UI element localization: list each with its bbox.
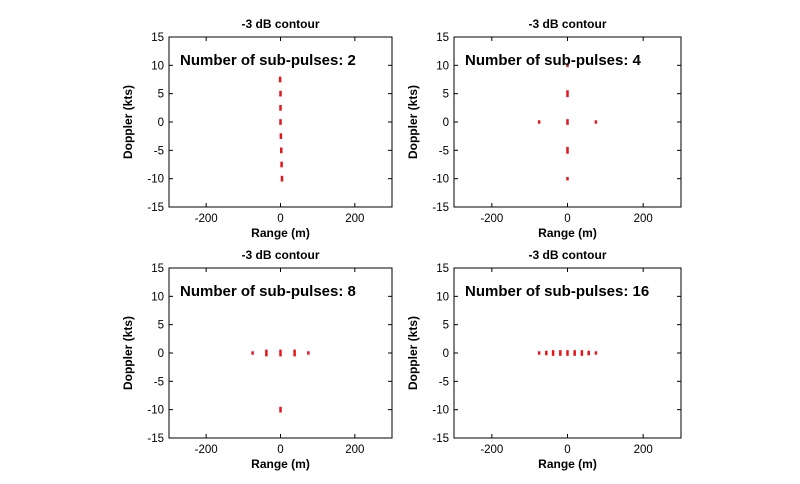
contour-mark [566, 350, 569, 356]
subpulse-annotation: Number of sub-pulses: 8 [180, 283, 356, 300]
y-axis-label: Doppler (kts) [121, 85, 135, 159]
x-tick-label: 0 [277, 213, 283, 225]
contour-mark [551, 350, 555, 356]
contour-mark [279, 349, 282, 357]
chart-title: -3 dB contour [242, 17, 320, 31]
x-tick-label: -200 [480, 213, 503, 225]
contour-mark [545, 350, 548, 356]
chart-title: -3 dB contour [529, 17, 607, 31]
subplot-4: -3 dB contour -200 0 200 -15 -10 -5 0 5 10 15 Range… [406, 248, 682, 471]
subpulse-annotation: Number of sub-pulses: 4 [465, 52, 642, 69]
contour-mark [279, 133, 283, 139]
y-tick-label: 15 [151, 32, 164, 44]
contour-mark [251, 351, 254, 355]
contour-mark [580, 350, 584, 356]
y-tick-label: 0 [158, 117, 164, 129]
contour-mark [566, 63, 569, 68]
y-tick-label: -5 [439, 145, 449, 157]
x-tick-label: 200 [345, 213, 364, 225]
x-tick-label: 0 [564, 213, 570, 225]
x-tick-label: 200 [345, 444, 364, 456]
y-tick-label: 5 [443, 89, 449, 101]
y-tick-label: -5 [439, 376, 449, 388]
y-tick-label: 10 [436, 60, 449, 72]
contour-mark [280, 175, 284, 182]
chart-title: -3 dB contour [529, 248, 607, 262]
y-tick-label: -5 [154, 376, 164, 388]
subpulse-annotation: Number of sub-pulses: 2 [180, 52, 356, 69]
y-axis-label: Doppler (kts) [121, 316, 135, 390]
contour-mark [566, 176, 569, 181]
y-tick-label: -5 [154, 145, 164, 157]
contour-mark [293, 349, 296, 357]
contour-mark [279, 147, 283, 154]
contour-mark [278, 76, 282, 83]
y-tick-label: -10 [147, 174, 164, 186]
x-tick-label: -200 [195, 444, 218, 456]
chart-title: -3 dB contour [242, 248, 320, 262]
contour-mark [279, 105, 282, 111]
contour-mark [537, 120, 541, 124]
x-tick-label: 0 [277, 444, 283, 456]
y-axis-label: Doppler (kts) [406, 85, 420, 159]
contour-mark [279, 119, 282, 125]
y-tick-label: 10 [151, 60, 164, 72]
y-tick-label: 5 [158, 320, 164, 332]
x-axis-label: Range (m) [538, 457, 597, 471]
x-axis-label: Range (m) [251, 226, 310, 240]
x-tick-label: -200 [195, 213, 218, 225]
x-tick-label: 0 [564, 444, 570, 456]
y-tick-label: -15 [432, 202, 449, 214]
contour-mark [559, 350, 562, 356]
contour-mark [566, 90, 569, 98]
y-tick-label: 0 [158, 348, 164, 360]
y-tick-label: -10 [147, 405, 164, 417]
y-tick-label: 15 [151, 263, 164, 275]
y-tick-label: -15 [147, 433, 164, 445]
x-tick-label: 200 [634, 213, 653, 225]
y-tick-label: 15 [436, 263, 449, 275]
x-tick-label: 200 [634, 444, 653, 456]
subplot-1: -3 dB contour -200 0 200 -15 -10 -5 0 5 10 15 Range… [121, 17, 393, 240]
subpulse-annotation: Number of sub-pulses: 16 [465, 283, 649, 300]
contour-mark [279, 90, 282, 97]
contour-mark [279, 406, 282, 413]
contour-mark [566, 119, 569, 125]
y-tick-label: 5 [443, 320, 449, 332]
x-tick-label: -200 [480, 444, 503, 456]
y-tick-label: -10 [432, 405, 449, 417]
contour-mark [594, 351, 598, 355]
contour-mark [573, 350, 576, 356]
contour-mark [594, 120, 598, 124]
contour-mark [280, 161, 283, 168]
y-tick-label: -15 [147, 202, 164, 214]
contour-mark [537, 351, 541, 355]
x-axis-label: Range (m) [251, 457, 310, 471]
y-tick-label: 5 [158, 89, 164, 101]
contour-mark [307, 351, 310, 355]
subplot-3: -3 dB contour -200 0 200 -15 -10 -5 0 5 10 15 Range… [121, 248, 393, 471]
y-tick-label: 0 [443, 348, 449, 360]
y-tick-label: -10 [432, 174, 449, 186]
contour-mark [566, 146, 569, 154]
y-tick-label: 15 [436, 32, 449, 44]
y-tick-label: -15 [432, 433, 449, 445]
y-tick-label: 10 [436, 291, 449, 303]
y-axis-label: Doppler (kts) [406, 316, 420, 390]
x-axis-label: Range (m) [538, 226, 597, 240]
contour-mark [265, 349, 268, 357]
contour-mark [587, 350, 590, 356]
y-tick-label: 10 [151, 291, 164, 303]
subplot-2: -3 dB contour -200 0 200 -15 -10 -5 0 5 10 15 Range… [406, 17, 682, 240]
y-tick-label: 0 [443, 117, 449, 129]
